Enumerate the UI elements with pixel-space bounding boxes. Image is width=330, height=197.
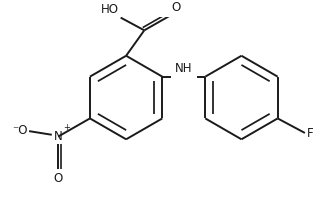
Text: F: F: [307, 127, 313, 140]
Text: NH: NH: [175, 62, 192, 75]
Text: ⁻O: ⁻O: [12, 124, 27, 137]
Text: N: N: [54, 130, 62, 143]
Text: O: O: [53, 172, 63, 185]
Text: HO: HO: [101, 3, 119, 16]
Text: O: O: [172, 1, 181, 14]
Text: +: +: [63, 123, 70, 132]
